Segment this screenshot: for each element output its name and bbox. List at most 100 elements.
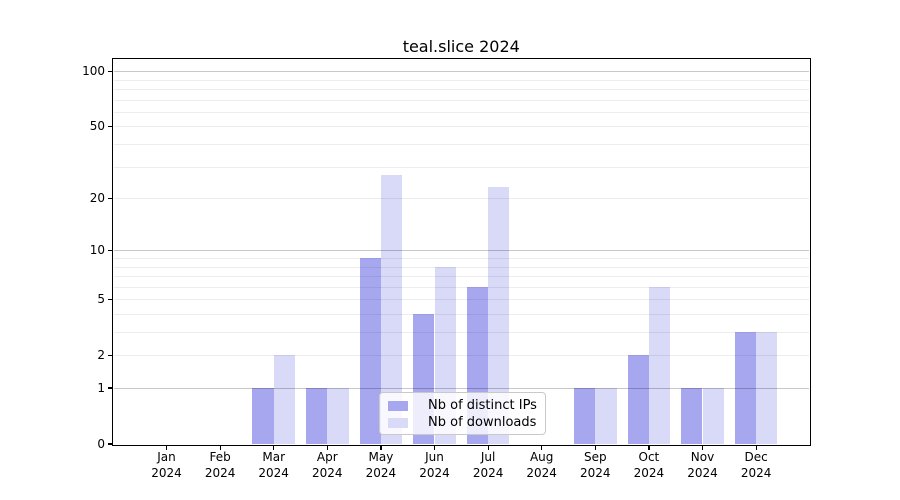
- bar-downloads-oct: [648, 286, 671, 444]
- bar-downloads-may: [380, 174, 403, 444]
- y-tick-mark-2: [108, 354, 112, 356]
- x-tick-label-mar: Mar 2024: [246, 450, 302, 481]
- x-tick-label-nov: Nov 2024: [675, 450, 731, 481]
- minor-gridline-60: [113, 111, 809, 113]
- y-tick-label-20: 20: [89, 191, 105, 206]
- x-tick-month: Oct: [638, 450, 660, 464]
- x-tick-mark-oct: [648, 445, 650, 450]
- minor-gridline-7: [113, 276, 809, 277]
- major-gridline-100: [113, 71, 809, 73]
- minor-gridline-80: [113, 89, 809, 90]
- minor-gridline-20: [113, 198, 809, 200]
- minor-gridline-4: [113, 314, 809, 315]
- x-tick-label-feb: Feb 2024: [192, 450, 248, 481]
- minor-gridline-40: [113, 144, 809, 145]
- x-tick-month: Dec: [744, 450, 768, 464]
- x-tick-month: Nov: [690, 450, 715, 464]
- bar-downloads-dec: [756, 332, 778, 444]
- bar-downloads-jul: [488, 187, 510, 444]
- x-tick-year: 2024: [633, 465, 665, 480]
- bar-distinct-ips-may: [359, 258, 381, 444]
- x-tick-label-oct: Oct 2024: [621, 450, 677, 481]
- x-tick-mark-jan: [165, 445, 168, 450]
- y-tick-mark-1: [108, 387, 112, 389]
- x-tick-label-jul: Jul 2024: [460, 450, 516, 481]
- x-tick-mark-may: [380, 445, 382, 450]
- y-tick-label-0: 0: [97, 437, 105, 451]
- minor-gridline-2: [113, 355, 809, 357]
- bar-distinct-ips-nov: [681, 388, 703, 444]
- chart-title: teal.slice 2024: [402, 37, 520, 56]
- x-tick-year: 2024: [204, 465, 236, 480]
- x-tick-month: May: [368, 450, 394, 464]
- bar-distinct-ips-oct: [627, 355, 649, 444]
- bar-distinct-ips-mar: [252, 388, 274, 444]
- x-tick-month: Jul: [480, 450, 496, 464]
- x-tick-year: 2024: [419, 465, 450, 480]
- legend: Nb of distinct IPs Nb of downloads: [379, 392, 546, 435]
- y-tick-label-1: 1: [97, 381, 105, 395]
- x-tick-month: Jun: [425, 450, 444, 464]
- legend-swatch: [388, 400, 408, 411]
- x-tick-month: Mar: [262, 450, 285, 464]
- minor-gridline-9: [113, 258, 809, 259]
- y-tick-mark-10: [108, 249, 112, 251]
- minor-gridline-3: [113, 332, 809, 333]
- x-tick-year: 2024: [472, 465, 504, 480]
- x-tick-month: Apr: [316, 450, 338, 464]
- bar-downloads-sep: [595, 388, 617, 444]
- y-tick-mark-20: [108, 197, 112, 199]
- minor-gridline-6: [113, 286, 809, 288]
- x-tick-year: 2024: [365, 465, 397, 480]
- x-tick-mark-aug: [541, 445, 543, 450]
- y-tick-mark-0: [108, 443, 112, 445]
- plot-area: Nb of distinct IPs Nb of downloads: [113, 59, 809, 444]
- x-tick-mark-jun: [433, 445, 436, 450]
- major-gridline-10: [113, 250, 809, 252]
- minor-gridline-90: [113, 79, 809, 81]
- x-tick-label-jan: Jan 2024: [139, 450, 195, 481]
- x-tick-year: 2024: [258, 465, 289, 480]
- y-tick-mark-100: [108, 70, 112, 72]
- x-tick-label-dec: Dec 2024: [728, 450, 784, 481]
- bar-distinct-ips-sep: [573, 388, 596, 444]
- bar-downloads-mar: [273, 355, 296, 444]
- minor-gridline-8: [113, 266, 809, 268]
- legend-swatch: [388, 417, 408, 428]
- legend-entry: Nb of downloads: [380, 414, 545, 431]
- x-tick-label-sep: Sep 2024: [567, 450, 623, 481]
- x-tick-mark-nov: [701, 445, 704, 450]
- legend-label: Nb of distinct IPs: [428, 398, 537, 413]
- minor-gridline-30: [113, 166, 809, 168]
- bar-distinct-ips-apr: [305, 388, 328, 444]
- x-tick-label-apr: Apr 2024: [299, 450, 355, 481]
- x-tick-label-aug: Aug 2024: [514, 450, 570, 481]
- y-tick-mark-50: [108, 125, 112, 128]
- x-tick-month: Jan: [157, 450, 176, 464]
- y-tick-label-2: 2: [97, 348, 105, 363]
- x-tick-year: 2024: [580, 465, 611, 480]
- y-tick-label-5: 5: [97, 292, 105, 307]
- bar-downloads-nov: [702, 388, 724, 444]
- x-tick-mark-apr: [326, 445, 328, 450]
- x-tick-month: Feb: [209, 450, 231, 464]
- y-tick-label-50: 50: [89, 119, 105, 134]
- legend-entry: Nb of distinct IPs: [380, 397, 545, 414]
- minor-gridline-70: [113, 99, 809, 101]
- x-tick-label-may: May 2024: [353, 450, 409, 481]
- major-gridline-1: [113, 388, 809, 389]
- y-tick-label-100: 100: [82, 64, 105, 79]
- minor-gridline-50: [113, 126, 809, 128]
- x-tick-mark-dec: [755, 445, 757, 450]
- x-tick-mark-mar: [273, 445, 275, 450]
- bar-downloads-apr: [327, 388, 349, 444]
- x-tick-year: 2024: [740, 465, 772, 480]
- bar-distinct-ips-dec: [734, 332, 757, 444]
- minor-gridline-5: [113, 299, 809, 301]
- x-tick-year: 2024: [526, 465, 557, 480]
- x-tick-year: 2024: [687, 465, 718, 480]
- x-tick-month: Sep: [583, 450, 607, 464]
- x-tick-mark-jul: [487, 445, 489, 450]
- legend-label: Nb of downloads: [428, 415, 537, 430]
